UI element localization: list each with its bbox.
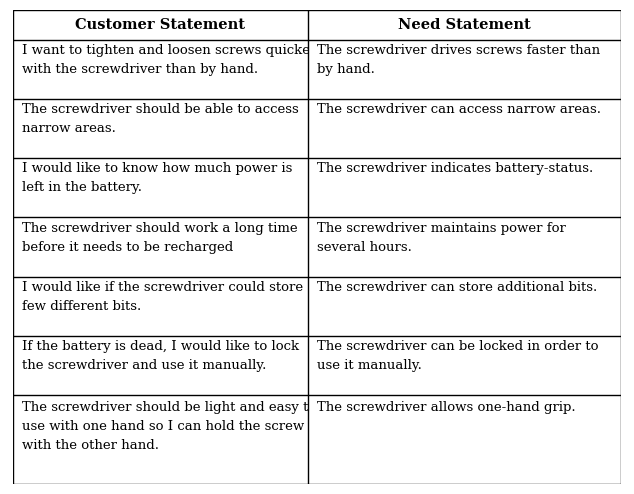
Text: The screwdriver should be able to access
narrow areas.: The screwdriver should be able to access… (22, 103, 298, 135)
Text: The screwdriver should be light and easy to
use with one hand so I can hold the : The screwdriver should be light and easy… (22, 402, 316, 453)
Text: The screwdriver can be locked in order to
use it manually.: The screwdriver can be locked in order t… (317, 340, 598, 372)
Text: The screwdriver can access narrow areas.: The screwdriver can access narrow areas. (317, 103, 601, 116)
Text: The screwdriver maintains power for
several hours.: The screwdriver maintains power for seve… (317, 221, 566, 253)
Text: The screwdriver drives screws faster than
by hand.: The screwdriver drives screws faster tha… (317, 43, 600, 76)
Text: Customer Statement: Customer Statement (75, 18, 245, 32)
Text: I would like if the screwdriver could store a
few different bits.: I would like if the screwdriver could st… (22, 281, 315, 313)
Text: The screwdriver allows one-hand grip.: The screwdriver allows one-hand grip. (317, 402, 576, 414)
Text: I would like to know how much power is
left in the battery.: I would like to know how much power is l… (22, 162, 292, 194)
Text: Need Statement: Need Statement (398, 18, 531, 32)
Text: I want to tighten and loosen screws quicker
with the screwdriver than by hand.: I want to tighten and loosen screws quic… (22, 43, 316, 76)
Text: If the battery is dead, I would like to lock
the screwdriver and use it manually: If the battery is dead, I would like to … (22, 340, 299, 372)
Text: The screwdriver indicates battery-status.: The screwdriver indicates battery-status… (317, 162, 593, 175)
Text: The screwdriver can store additional bits.: The screwdriver can store additional bit… (317, 281, 597, 294)
Text: The screwdriver should work a long time
before it needs to be recharged: The screwdriver should work a long time … (22, 221, 297, 253)
